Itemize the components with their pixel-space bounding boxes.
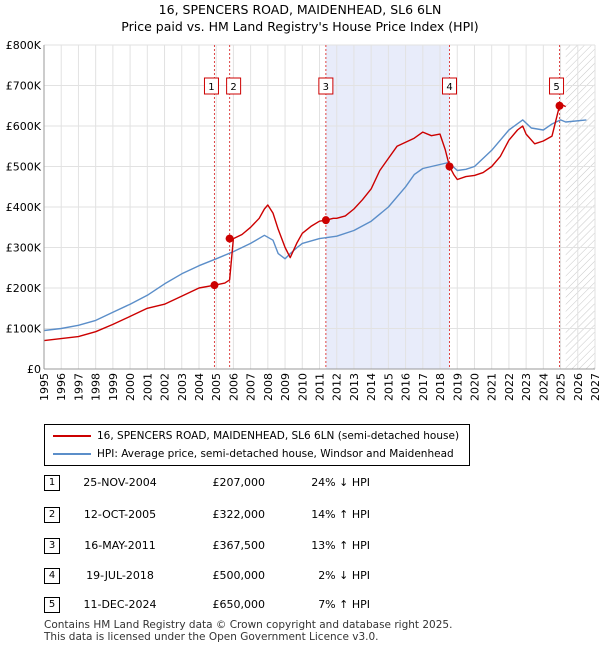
y-tick-label: £300K <box>6 242 42 255</box>
sale-hpi-diff: 14% ↑ HPI <box>311 508 370 521</box>
x-tick-label: 2011 <box>314 373 327 401</box>
sale-date: 19-JUL-2018 <box>86 569 154 582</box>
x-tick-label: 2019 <box>451 373 464 401</box>
table-row: 2 12-OCT-2005 £322,000 14% ↑ HPI <box>0 505 600 525</box>
x-tick-label: 2015 <box>382 373 395 401</box>
x-tick-label: 2027 <box>589 373 600 401</box>
x-tick-label: 2014 <box>365 373 378 401</box>
sale-hpi-diff: 2% ↓ HPI <box>318 569 370 582</box>
legend: 16, SPENCERS ROAD, MAIDENHEAD, SL6 6LN (… <box>44 424 470 466</box>
y-tick-label: £100K <box>6 323 42 336</box>
sale-5-label: 5 <box>553 82 559 93</box>
sale-number-box: 4 <box>44 568 60 584</box>
chart-title: 16, SPENCERS ROAD, MAIDENHEAD, SL6 6LN <box>158 2 442 17</box>
y-tick-label: £500K <box>6 161 42 174</box>
x-tick-label: 2013 <box>348 373 361 401</box>
x-tick-label: 2024 <box>537 373 550 401</box>
x-tick-label: 2007 <box>245 373 258 401</box>
sale-3-label: 3 <box>323 82 329 93</box>
sale-date: 25-NOV-2004 <box>83 476 157 489</box>
sale-2-label-box <box>226 77 242 95</box>
sale-3-point <box>321 216 330 225</box>
sale-number-box: 2 <box>44 507 60 523</box>
hpi-line <box>44 119 587 332</box>
x-tick-label: 1995 <box>38 373 51 401</box>
x-tick-label: 2008 <box>262 373 275 401</box>
sale-price: £650,000 <box>212 598 266 611</box>
sale-price: £367,500 <box>212 539 266 552</box>
sale-4-point <box>445 162 454 171</box>
sale-1-label: 1 <box>208 82 214 93</box>
sale-date: 12-OCT-2005 <box>83 508 157 521</box>
y-tick-label: £800K <box>6 39 42 52</box>
legend-label-hpi: HPI: Average price, semi-detached house,… <box>97 448 454 460</box>
x-tick-label: 2005 <box>210 373 223 401</box>
footer-copyright: Contains HM Land Registry data © Crown c… <box>44 619 453 631</box>
sale-4-label-box <box>442 77 458 95</box>
x-tick-label: 2018 <box>434 373 447 401</box>
sale-hpi-diff: 7% ↑ HPI <box>318 598 370 611</box>
sale-2-point <box>225 234 234 243</box>
x-tick-label: 2023 <box>520 373 533 401</box>
legend-swatch-property <box>53 435 91 437</box>
y-tick-label: £400K <box>6 201 42 214</box>
sale-5-label-box <box>549 77 565 95</box>
x-tick-label: 2009 <box>279 373 292 401</box>
x-tick-label: 2000 <box>124 373 137 401</box>
sale-price: £322,000 <box>212 508 266 521</box>
sale-2-label: 2 <box>230 82 236 93</box>
x-tick-label: 2020 <box>468 373 481 401</box>
y-tick-label: £600K <box>6 120 42 133</box>
x-tick-label: 2025 <box>555 373 568 401</box>
x-tick-label: 2010 <box>296 373 309 401</box>
sale-5-point <box>555 101 564 110</box>
x-tick-label: 2006 <box>227 373 240 401</box>
x-tick-label: 1997 <box>72 373 85 401</box>
y-tick-label: £0 <box>27 363 41 376</box>
price-chart: 1 2 3 4 5 £0 £100K £200K £300K £400K £500K £600K £70… <box>6 39 600 401</box>
sale-hpi-diff: 13% ↑ HPI <box>311 539 370 552</box>
footer-licence: This data is licensed under the Open Gov… <box>44 631 379 643</box>
sale-number-box: 3 <box>44 538 60 554</box>
x-tick-label: 2012 <box>331 373 344 401</box>
sale-price: £207,000 <box>212 476 266 489</box>
x-tick-label: 1999 <box>107 373 120 401</box>
x-tick-label: 1996 <box>55 373 68 401</box>
sale-date: 16-MAY-2011 <box>84 539 156 552</box>
y-tick-label: £700K <box>6 80 42 93</box>
legend-swatch-hpi <box>53 453 91 455</box>
x-tick-label: 2017 <box>417 373 430 401</box>
table-row: 5 11-DEC-2024 £650,000 7% ↑ HPI <box>0 595 600 615</box>
x-tick-label: 2026 <box>572 373 585 401</box>
table-row: 1 25-NOV-2004 £207,000 24% ↓ HPI <box>0 473 600 493</box>
sale-price: £500,000 <box>212 569 266 582</box>
x-tick-label: 2003 <box>176 373 189 401</box>
sale-1-label-box <box>203 77 219 95</box>
x-tick-label: 2002 <box>159 373 172 401</box>
x-tick-label: 2004 <box>193 373 206 401</box>
table-row: 3 16-MAY-2011 £367,500 13% ↑ HPI <box>0 536 600 556</box>
y-tick-label: £200K <box>6 282 42 295</box>
sale-number-box: 5 <box>44 597 60 613</box>
x-tick-label: 2022 <box>503 373 516 401</box>
table-row: 4 19-JUL-2018 £500,000 2% ↓ HPI <box>0 566 600 586</box>
x-tick-label: 2021 <box>486 373 499 401</box>
sale-hpi-diff: 24% ↓ HPI <box>311 476 370 489</box>
x-tick-label: 1998 <box>90 373 103 401</box>
sale-3-label-box <box>318 77 334 95</box>
legend-label-property: 16, SPENCERS ROAD, MAIDENHEAD, SL6 6LN (… <box>97 430 460 442</box>
chart-subtitle: Price paid vs. HM Land Registry's House … <box>121 19 479 34</box>
sale-number-box: 1 <box>44 475 60 491</box>
x-tick-label: 2001 <box>141 373 154 401</box>
sale-4-label: 4 <box>446 82 452 93</box>
sale-1-point <box>210 281 219 290</box>
x-tick-label: 2016 <box>400 373 413 401</box>
sale-date: 11-DEC-2024 <box>83 598 157 611</box>
